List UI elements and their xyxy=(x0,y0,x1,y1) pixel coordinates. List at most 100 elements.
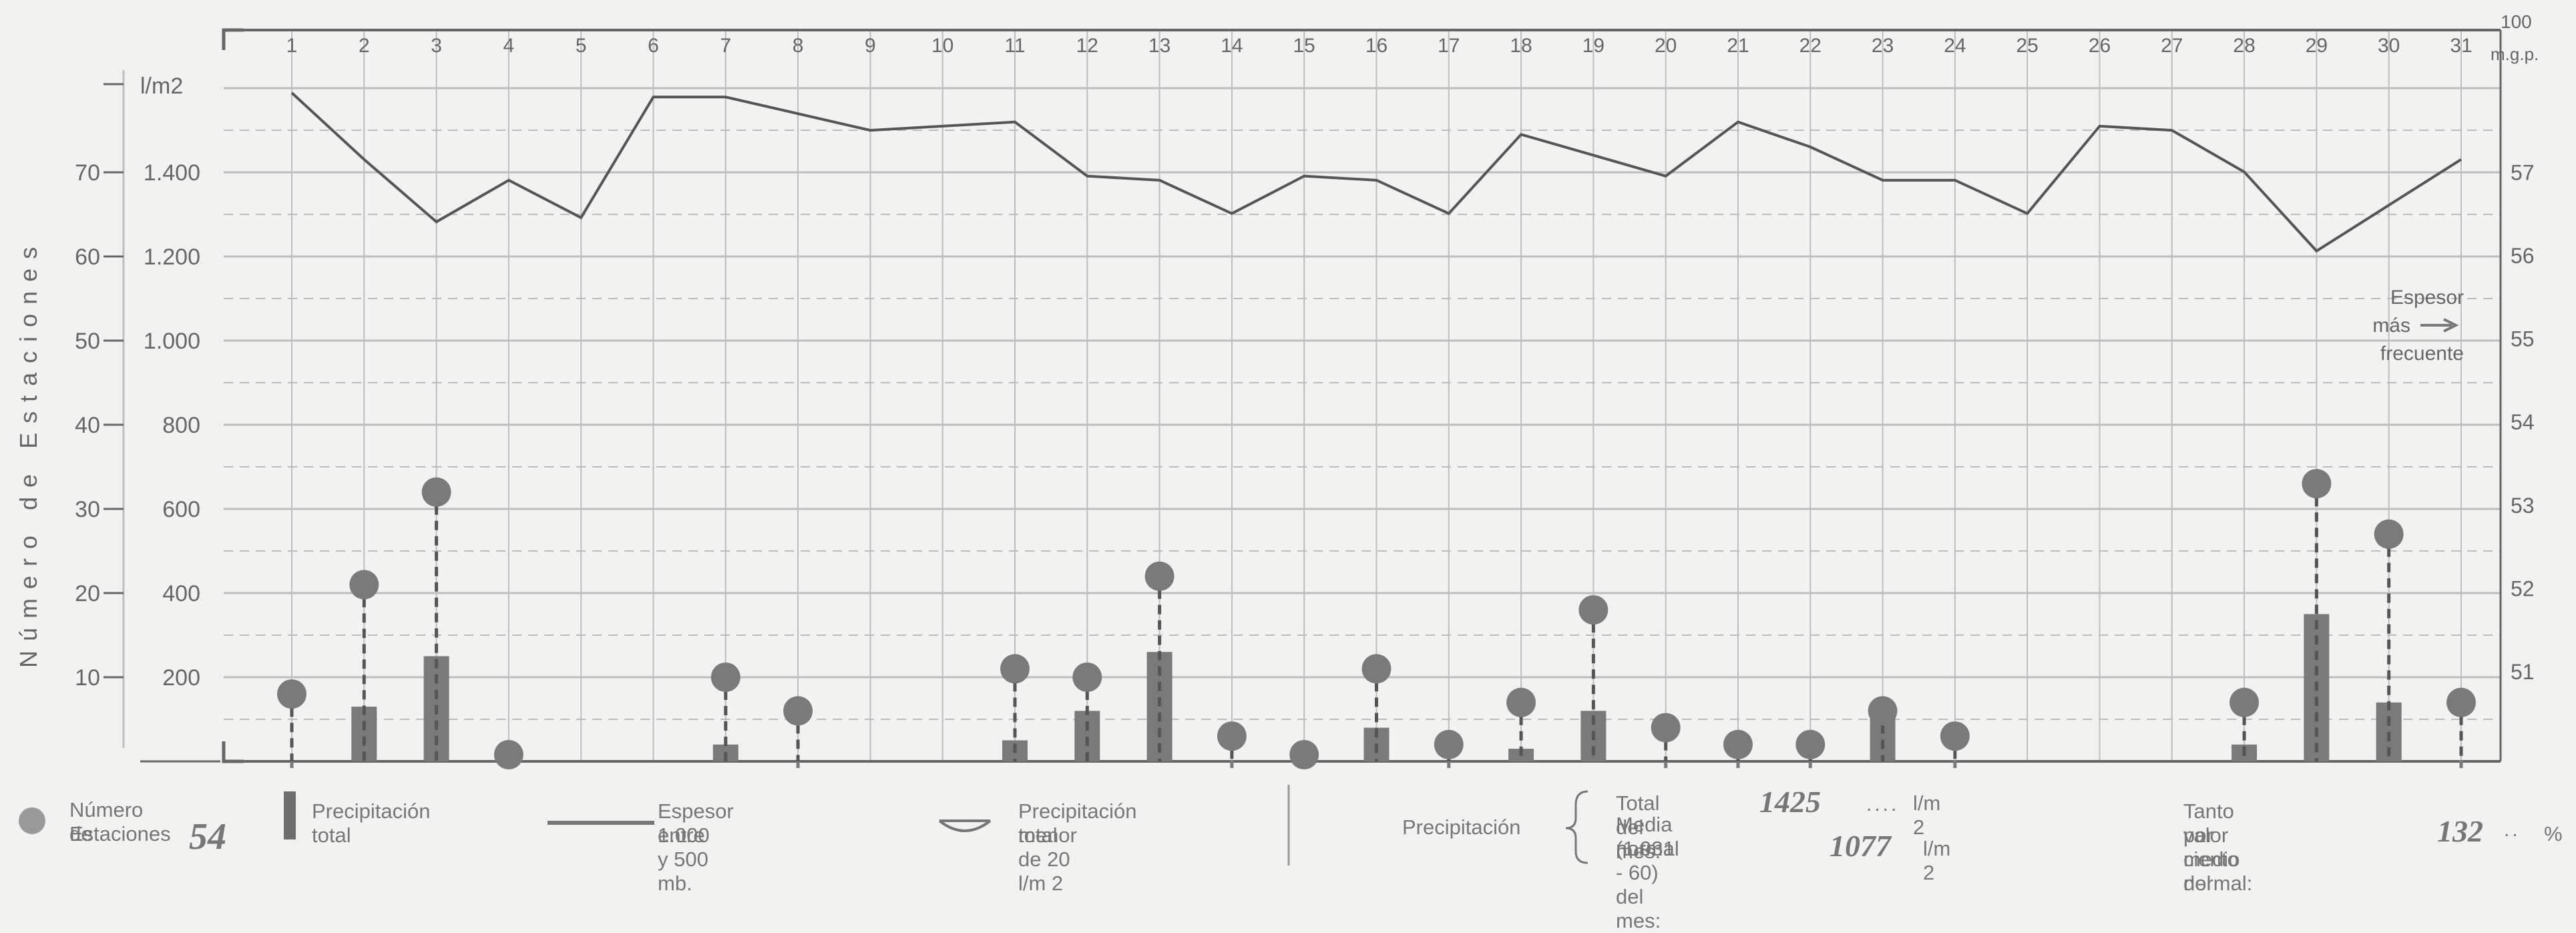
day-label: 12 xyxy=(1076,35,1098,57)
station-circle xyxy=(1868,696,1898,726)
station-circle xyxy=(1434,729,1464,759)
annotation-frequent-3: frecuente xyxy=(2380,343,2464,365)
day-label: 31 xyxy=(2450,35,2472,57)
arrow-right-icon xyxy=(2420,318,2459,333)
day-label: 30 xyxy=(2378,35,2400,57)
precipitation-bars xyxy=(290,614,2463,768)
day-label: 13 xyxy=(1148,35,1170,57)
day-label: 18 xyxy=(1510,35,1532,57)
summary-percent-unit: % xyxy=(2544,822,2563,846)
thickness-tick-label: 51 xyxy=(2511,660,2535,684)
thickness-tick-label: 53 xyxy=(2511,494,2535,518)
day-label: 22 xyxy=(1799,35,1821,57)
station-circle xyxy=(1000,654,1030,684)
stations-tick-label: 30 xyxy=(75,497,100,522)
thickness-tick-label: 57 xyxy=(2511,160,2535,184)
station-circle xyxy=(2229,687,2260,717)
stations-tick-label: 50 xyxy=(75,329,100,354)
small-precip-legend-label-1: Precipitación total xyxy=(1018,799,1137,847)
thickness-legend-label-2: 1.000 y 500 mb. xyxy=(658,823,710,895)
station-circle xyxy=(1578,595,1608,625)
day-label: 21 xyxy=(1727,35,1749,57)
thickness-tick-label: 56 xyxy=(2511,244,2535,268)
precip-legend-label-1: Precipitación xyxy=(312,799,431,823)
station-circle xyxy=(1940,721,1970,751)
station-circle xyxy=(710,663,740,692)
day-label: 5 xyxy=(576,35,587,57)
day-label: 11 xyxy=(1004,35,1025,57)
stations-tick-label: 40 xyxy=(75,413,100,438)
station-circle xyxy=(493,740,523,769)
day-label: 23 xyxy=(1872,35,1894,57)
day-label: 9 xyxy=(865,35,876,57)
summary-total-dots: .... xyxy=(1866,793,1900,815)
stations-legend-icon xyxy=(19,807,45,834)
day-label: 15 xyxy=(1293,35,1315,57)
right-axis: 51 52 53 54 55 56 57 xyxy=(2511,160,2535,684)
station-circle xyxy=(349,570,379,600)
thickness-legend-line-icon xyxy=(548,821,654,825)
chart-grid xyxy=(224,30,2501,763)
small-precip-legend-icon xyxy=(938,819,992,832)
summary-normal-unit: l/m 2 xyxy=(1923,837,1951,884)
left-axis: 10 200 20 400 30 600 40 800 50 1.000 60 1.200 70 1.40… xyxy=(75,83,200,691)
summary-total-unit: l/m 2 xyxy=(1913,791,1941,839)
station-circles xyxy=(277,469,2476,769)
precip-tick-label: 200 xyxy=(162,665,200,691)
thickness-tick-label: 55 xyxy=(2511,327,2535,351)
annotation-frequent-1: Espesor xyxy=(2390,287,2464,309)
summary-normal-label-2: (1.931 - 60) del mes: xyxy=(1616,837,1675,932)
stations-tick-label: 10 xyxy=(75,665,100,691)
station-stems xyxy=(290,497,2463,761)
precip-tick-label: 1.000 xyxy=(144,329,200,354)
right-unit-top: 100 xyxy=(2501,11,2532,32)
day-label: 2 xyxy=(359,35,370,57)
station-circle xyxy=(1361,654,1391,684)
summary-normal-value: 1077 xyxy=(1830,829,1891,863)
day-label: 19 xyxy=(1582,35,1604,57)
day-label: 8 xyxy=(793,35,804,57)
precip-tick-label: 600 xyxy=(162,497,200,522)
station-circle xyxy=(1144,561,1174,591)
right-unit-bottom: m.g.p. xyxy=(2491,44,2539,64)
day-label: 6 xyxy=(648,35,659,57)
station-circle xyxy=(1795,729,1826,759)
station-circle xyxy=(1217,721,1247,751)
stations-legend-label-1: Número de xyxy=(69,798,144,846)
station-circle xyxy=(783,696,813,726)
annotation-frequent-2: más xyxy=(2372,315,2410,337)
station-circle xyxy=(2302,469,2332,499)
summary-percent-dots: .. xyxy=(2504,819,2521,841)
day-axis: 1 2 3 4 5 6 7 8 9 10 11 12 13 14 15 16 17 18 19 20 21 22 23 24 2… xyxy=(286,35,2473,57)
day-label: 29 xyxy=(2306,35,2328,57)
day-label: 10 xyxy=(931,35,953,57)
stations-tick-label: 60 xyxy=(75,244,100,270)
precip-tick-label: 800 xyxy=(162,413,200,438)
thickness-tick-label: 52 xyxy=(2511,576,2535,600)
day-label: 14 xyxy=(1221,35,1243,57)
station-circle xyxy=(421,477,451,507)
day-label: 25 xyxy=(2016,35,2038,57)
chart-frame xyxy=(122,28,2502,763)
stations-total-value: 54 xyxy=(189,816,226,858)
summary-precip-label: Precipitación xyxy=(1402,815,1521,839)
precip-tick-label: 1.400 xyxy=(144,160,200,186)
station-circle xyxy=(2374,519,2404,549)
day-label: 3 xyxy=(431,35,442,57)
day-label: 26 xyxy=(2089,35,2111,57)
day-label: 20 xyxy=(1655,35,1677,57)
day-label: 4 xyxy=(503,35,515,57)
station-circle xyxy=(1651,713,1681,743)
summary-percent-value: 132 xyxy=(2437,814,2483,848)
precip-tick-label: 400 xyxy=(162,581,200,606)
thickness-tick-label: 54 xyxy=(2511,410,2535,434)
stations-legend-label-2: Estaciones xyxy=(69,822,171,846)
day-label: 27 xyxy=(2161,35,2183,57)
precip-tick-label: 1.200 xyxy=(144,244,200,270)
precip-unit-label: l/m2 xyxy=(140,73,183,99)
corner-top-left xyxy=(222,28,244,50)
day-label: 1 xyxy=(286,35,298,57)
thickness-legend-label-1: Espesor entre xyxy=(658,799,734,847)
summary-percent-label-2: valor medio normal: xyxy=(2183,823,2253,895)
station-circle xyxy=(2446,687,2476,717)
